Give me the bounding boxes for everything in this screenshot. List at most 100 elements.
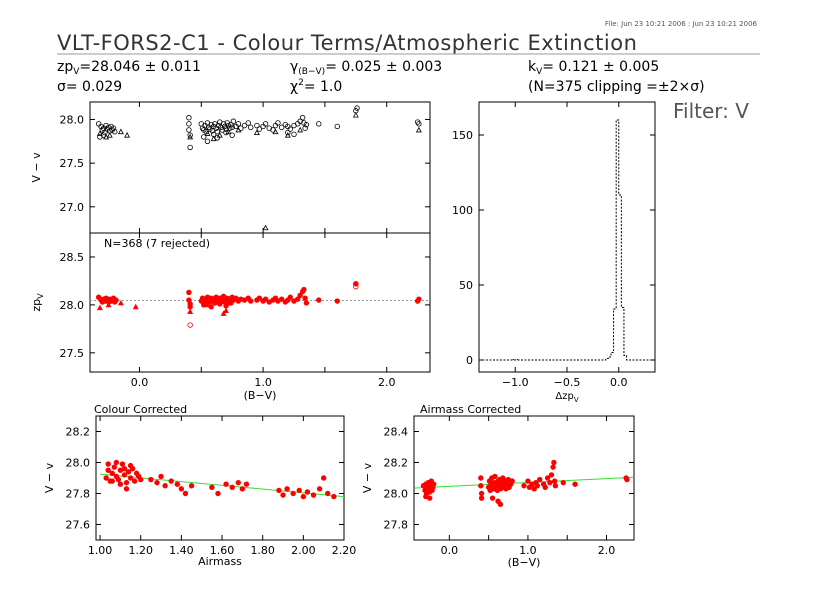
raw-point [229,132,235,138]
colour-xtick-label: 2.0 [598,544,616,557]
airmass-point [158,473,164,480]
airmass-point [325,490,331,497]
raw-point [102,129,108,136]
raw-triangle [106,132,113,138]
airmass-point [111,464,117,470]
raw-point [248,124,254,131]
airmass-ytick-label: 28.2 [66,426,91,439]
airmass-point [168,478,174,484]
raw-triangle [204,130,211,136]
colour-point [551,459,557,466]
airmass-point [148,476,154,483]
airmass-xlabel: Airmass [198,555,242,568]
raw-point [187,144,193,151]
airmass-point [105,467,111,473]
zp-ylabel-sub: V [36,293,45,299]
raw-triangle [253,129,260,135]
raw-triangle [96,130,103,136]
raw-point [230,118,237,124]
colour-point [478,490,485,497]
zp-point [278,296,285,302]
zp-panel-frame [89,232,431,373]
airmass-point [239,486,246,492]
hist-xtick-label: −1.0 [502,376,529,389]
airmass-xtick-label: 1.60 [210,544,235,557]
raw-triangle [187,133,194,140]
zp-point [334,298,340,304]
plots-layer: 27.0 27.5 28.0 V − v 27.5 28.0 28.5 0.0 1.0 2.0 zp… [30,101,656,569]
raw-point [186,121,192,127]
colour-ytick-label: 28.0 [384,488,409,501]
airmass-point [178,486,185,492]
airmass-xtick-label: 1.40 [169,544,194,557]
raw-point [110,125,117,131]
raw-ytick-label: 27.0 [60,201,85,214]
colour-ytick-label: 27.8 [384,519,409,532]
airmass-point [320,475,327,481]
zp-point [303,300,310,306]
zp-summary: zpV=28.046 ± 0.011 [57,59,201,77]
colour-ytick-label: 28.4 [384,426,409,439]
raw-point [204,138,211,144]
hist-xtick-label: −0.5 [554,376,581,389]
raw-point [218,124,224,131]
airmass-xtick-label: 2.00 [291,544,316,557]
airmass-point [215,490,221,497]
hist-panel-frame [478,101,656,373]
zp-xtick-label: 2.0 [378,376,396,389]
raw-triangle [284,132,291,138]
k-summary: kV= 0.121 ± 0.005 [528,59,659,77]
hist-xlabel-sub: V [574,396,579,404]
airmass-point [121,472,128,478]
colour-point [544,475,551,481]
raw-point [227,125,233,131]
raw-point [354,105,360,111]
colour-point [509,478,515,484]
zp-triangle [132,303,139,310]
colour-point [547,479,553,486]
zp-triangle [105,301,112,308]
airmass-ylabel: V − v [43,462,56,493]
chi2-summary: χ2= 1.0 [290,78,342,95]
colour-point [497,501,504,508]
hist-ytick-label: 100 [452,204,473,217]
hist-ytick-label: 0 [466,354,473,367]
raw-triangle [235,126,242,133]
colour-fit-line [413,476,635,489]
airmass-point [105,461,111,467]
airmass-xtick-label: 1.20 [128,544,153,557]
raw-point [299,115,306,121]
zp-point [295,296,301,302]
airmass-panel-frame [95,415,345,541]
airmass-point [290,490,296,497]
zp-rejected-point [353,283,359,290]
hist-xlabel-main: Δzp [555,391,573,402]
airmass-point [117,481,124,487]
airmass-point [115,476,122,483]
raw-panel-frame [89,101,431,234]
raw-point [214,135,221,141]
airmass-xtick-label: 1.80 [250,544,275,557]
raw-triangle [124,132,131,138]
airmass-panel: 27.6 27.8 28.0 28.2 1.00 1.20 1.40 1.60 1.80 2.00… [43,403,356,568]
airmass-point [280,492,286,498]
sigma-summary: σ= 0.029 [57,79,122,95]
airmass-point [276,487,282,494]
hist-xtick-label: 0.0 [610,376,628,389]
zp-point [256,295,263,301]
airmass-point [121,466,128,472]
airmass-point [243,481,250,487]
gamma-summary: γ(B−V)= 0.025 ± 0.003 [290,59,442,77]
airmass-point [138,476,144,483]
zp-triangle [204,301,211,308]
zp-ylabel: zpV [30,293,45,312]
raw-point [303,122,310,128]
zp-point [217,301,223,307]
raw-point [214,128,221,135]
raw-point [187,132,193,138]
raw-point [186,115,192,121]
airmass-xtick-label: 1.00 [88,544,113,557]
colour-point [548,472,555,478]
airmass-point [127,475,134,481]
